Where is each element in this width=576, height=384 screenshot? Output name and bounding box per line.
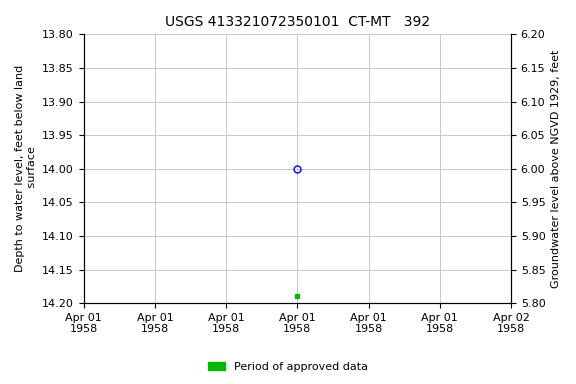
Y-axis label: Depth to water level, feet below land
 surface: Depth to water level, feet below land su… [15, 65, 37, 272]
Title: USGS 413321072350101  CT-MT   392: USGS 413321072350101 CT-MT 392 [165, 15, 430, 29]
Y-axis label: Groundwater level above NGVD 1929, feet: Groundwater level above NGVD 1929, feet [551, 50, 561, 288]
Legend: Period of approved data: Period of approved data [204, 358, 372, 377]
